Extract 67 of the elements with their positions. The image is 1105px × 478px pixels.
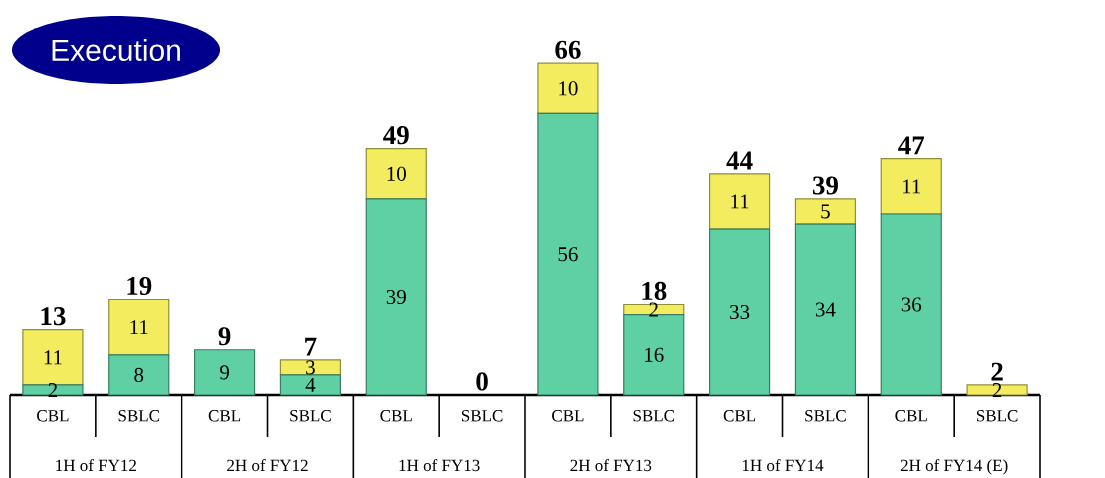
data-label: 56	[558, 247, 578, 262]
bar	[966, 384, 1028, 396]
text: 2H of FY14 (E)	[900, 459, 1008, 475]
total-label: 9	[218, 327, 231, 346]
data-label: 36	[901, 297, 922, 312]
data-label: 16	[645, 347, 664, 362]
data-label: 10	[387, 166, 406, 181]
total-label: 39	[812, 176, 838, 195]
text: 2H of FY13	[570, 459, 652, 472]
chart-title: Execution	[52, 38, 180, 61]
total-label: 49	[383, 126, 409, 145]
total-label: 2	[991, 362, 1003, 381]
data-label: 9	[220, 365, 229, 380]
bar	[279, 374, 342, 396]
text: 2H of FY12	[227, 459, 308, 472]
text: 1H of FY13	[399, 459, 480, 472]
x-tick-label: SBLC	[805, 410, 846, 422]
bar	[22, 384, 84, 396]
data-label: 4	[305, 378, 316, 392]
bar	[708, 228, 771, 396]
total-label: 18	[642, 281, 667, 301]
data-label: 11	[902, 179, 921, 194]
data-label: 11	[44, 350, 62, 365]
data-label: 11	[731, 194, 749, 209]
bar	[537, 62, 599, 115]
data-label: 34	[815, 302, 836, 317]
x-tick-label: CBL	[552, 410, 584, 422]
bar	[108, 298, 170, 356]
bar	[365, 198, 427, 396]
data-label: 3	[306, 360, 315, 375]
bar	[880, 158, 942, 215]
data-label: 2	[48, 383, 58, 397]
data-label: 33	[730, 305, 750, 320]
data-label: 39	[386, 289, 406, 305]
x-tick-label: CBL	[723, 410, 756, 422]
total-label: 0	[476, 372, 488, 391]
bar	[537, 112, 599, 396]
x-tick-label: CBL	[208, 410, 241, 422]
total-label: 47	[898, 136, 925, 155]
bar	[794, 198, 857, 225]
text: 1H of FY14	[742, 459, 824, 472]
data-label: 2	[649, 302, 658, 317]
bar	[794, 223, 857, 396]
bar	[108, 354, 170, 396]
text: 1H of FY12	[56, 459, 136, 472]
total-label: 66	[555, 40, 581, 59]
data-label: 2	[992, 383, 1002, 397]
bar	[708, 173, 771, 230]
bar	[193, 349, 256, 396]
total-label: 44	[726, 151, 753, 170]
x-tick-label: SBLC	[290, 410, 331, 422]
bar	[365, 148, 427, 200]
data-label: 11	[130, 320, 148, 335]
x-tick-label: SBLC	[118, 410, 160, 422]
data-label: 5	[821, 204, 830, 219]
total-label: 7	[305, 337, 317, 356]
x-tick-label: SBLC	[976, 410, 1018, 422]
x-tick-label: SBLC	[461, 410, 503, 422]
total-label: 19	[127, 276, 152, 296]
data-label: 10	[559, 81, 578, 96]
data-label: 8	[134, 367, 144, 382]
bar	[880, 213, 942, 396]
x-tick-label: CBL	[895, 410, 927, 422]
total-label: 13	[41, 307, 66, 326]
x-tick-label: CBL	[380, 410, 412, 422]
x-tick-label: CBL	[37, 410, 69, 422]
x-tick-label: SBLC	[633, 410, 675, 422]
